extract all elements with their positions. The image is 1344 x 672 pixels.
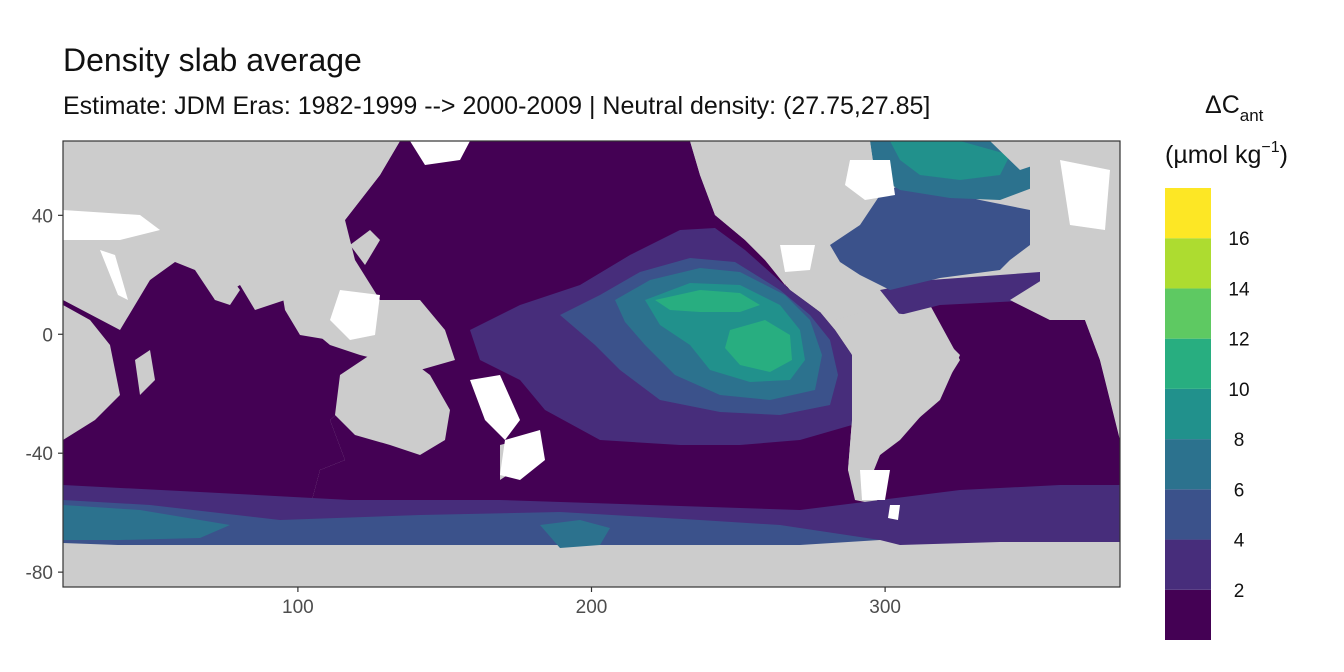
- chart-title: Density slab average: [63, 42, 362, 78]
- missing-gulf-mexico: [780, 245, 815, 272]
- legend-break-label: 16: [1228, 229, 1249, 250]
- missing-data: [63, 141, 1110, 520]
- land-greenland: [990, 141, 1050, 170]
- missing-se-asia-seas: [330, 290, 380, 340]
- land-madagascar: [135, 350, 155, 395]
- ocean-indian: [63, 262, 420, 545]
- legend-break-label: 12: [1228, 330, 1249, 351]
- land-maritime: [300, 320, 440, 365]
- legend-color-bin: [1165, 338, 1211, 389]
- legend-labels: 2 4 6 8 10 12 14 16: [1228, 229, 1250, 602]
- missing-tasman: [500, 430, 545, 480]
- y-tick-label: -80: [26, 563, 53, 584]
- map-panel: [62, 140, 1121, 588]
- legend-colorbar: [1165, 188, 1211, 640]
- legend-color-bin: [1165, 489, 1211, 540]
- legend-color-bin: [1165, 388, 1211, 440]
- missing-arctic-asia: [410, 141, 470, 165]
- y-tick-label: 40: [32, 206, 53, 227]
- chart-subtitle: Estimate: JDM Eras: 1982-1999 --> 2000-2…: [63, 92, 931, 120]
- legend-break-label: 14: [1228, 279, 1250, 300]
- legend-break-label: 8: [1234, 430, 1245, 451]
- land-japan: [350, 230, 380, 265]
- land-masses: [63, 141, 1120, 587]
- southern-ocean-patch-ross: [540, 520, 610, 548]
- y-tick-label: -40: [26, 444, 53, 465]
- north-atlantic-core: [890, 141, 1010, 180]
- missing-south-america-shelf: [860, 470, 890, 500]
- east-pacific-peak: [725, 320, 792, 372]
- land-north-america: [690, 141, 875, 285]
- ocean-field: [63, 141, 1120, 587]
- southern-ocean-inner: [63, 500, 880, 545]
- missing-red-sea: [100, 250, 128, 300]
- legend-break-label: 2: [1234, 581, 1245, 602]
- land-se-asia: [280, 280, 360, 345]
- east-pacific-peak-north: [655, 290, 760, 312]
- land-eurasia: [63, 141, 400, 300]
- x-tick-label: 200: [576, 597, 608, 618]
- legend-color-bin: [1165, 188, 1211, 239]
- missing-baltic: [1060, 160, 1110, 230]
- legend-break-label: 4: [1234, 531, 1245, 552]
- legend-title-subscript: ant: [1240, 106, 1264, 125]
- legend: ΔCant (µmol kg−1) 2 4 6 8 10 12 14 16: [1165, 91, 1288, 640]
- land-africa-east: [1010, 240, 1120, 440]
- legend-color-bin: [1165, 539, 1211, 590]
- land-central-america: [785, 285, 830, 312]
- missing-coral-sea: [470, 375, 520, 440]
- x-tick-label: 300: [869, 597, 901, 618]
- x-axis: 100 200 300: [282, 587, 901, 618]
- y-tick-label: 0: [42, 325, 53, 346]
- land-india: [200, 262, 240, 305]
- legend-break-label: 6: [1234, 480, 1245, 501]
- legend-color-bin: [1165, 439, 1211, 490]
- legend-title-units: (µmol kg−1): [1165, 139, 1288, 169]
- north-atlantic-mid: [830, 185, 1030, 290]
- land-antarctica: [63, 540, 1120, 587]
- x-tick-label: 100: [282, 597, 314, 618]
- legend-break-label: 10: [1228, 380, 1249, 401]
- legend-units-superscript: −1: [1261, 139, 1279, 156]
- land-africa: [63, 141, 120, 440]
- missing-med: [63, 210, 160, 240]
- missing-hudson: [845, 160, 895, 200]
- legend-color-bin: [1165, 288, 1211, 339]
- land-south-america: [835, 310, 960, 500]
- legend-title-symbol: ΔCant: [1205, 91, 1264, 125]
- legend-color-bin: [1165, 238, 1211, 289]
- ocean-south-atlantic: [860, 300, 1120, 545]
- y-axis: 40 0 -40 -80: [26, 206, 63, 584]
- legend-color-bin: [1165, 589, 1211, 640]
- land-australia: [335, 355, 450, 455]
- bin-10-12-regions: [655, 290, 792, 372]
- missing-patagonia: [888, 505, 900, 520]
- southern-ocean-patch-west: [63, 505, 230, 540]
